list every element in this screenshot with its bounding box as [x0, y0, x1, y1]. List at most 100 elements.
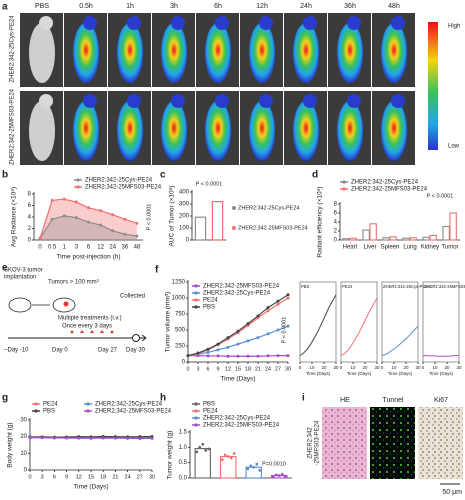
row-label: ZHER2:342-25Cys-PE24 — [10, 15, 16, 83]
scale-bar-label: 50 μm — [442, 489, 462, 496]
series-point — [50, 217, 54, 221]
y-tick-label: 0 — [24, 468, 28, 474]
mini-x-tick-label: 20 — [444, 365, 450, 370]
y-tick-label: 2 — [334, 229, 338, 235]
legend-marker — [76, 185, 80, 189]
ki67-image — [418, 407, 463, 479]
mouse-head — [171, 16, 185, 30]
legend-marker — [86, 402, 90, 406]
legend-label: PBS — [203, 305, 215, 311]
annotation: P < 0.0001 — [427, 193, 454, 199]
series-point — [216, 348, 220, 352]
x-tick-label: Liver — [363, 245, 376, 251]
x-tick-label: Tumor — [441, 245, 458, 251]
legend-label: PE24 — [203, 298, 218, 304]
y-axis-label: Body weight (g) — [7, 422, 14, 467]
data-point — [223, 453, 227, 457]
mouse — [117, 23, 143, 83]
x-tick-label: 6 — [87, 245, 91, 251]
series-point — [226, 336, 230, 340]
series-point — [138, 437, 142, 440]
mini-x-tick-label: 0 — [299, 365, 302, 370]
legend-label: PBS — [43, 409, 55, 415]
mini-title: PE24 — [342, 284, 353, 289]
series-point — [206, 350, 210, 354]
color-scale — [428, 22, 438, 150]
x-tick-label: 15 — [88, 474, 94, 480]
implant-label: implantation — [4, 275, 36, 281]
x-tick-label: 12 — [97, 245, 104, 251]
legend-label: ZHER2:342-25Cys-PE24 — [203, 416, 271, 422]
mouse-head — [347, 16, 361, 30]
series-point — [286, 296, 290, 300]
series-point — [101, 436, 105, 440]
mini-x-tick-label: 10 — [309, 365, 315, 370]
x-tick-label: 24 — [265, 366, 271, 372]
series-point — [89, 436, 93, 440]
day-label: Day 27 — [98, 348, 118, 354]
mini-line — [299, 294, 337, 357]
series-point — [226, 345, 230, 349]
legend-label: ZHER2:342-25MFS03-PE24 — [351, 187, 428, 193]
y-tick-label: 6 — [28, 203, 32, 209]
annotation: P < 0.0001 — [196, 181, 223, 187]
series-point — [99, 223, 103, 227]
series-point — [276, 299, 280, 303]
x-tick-label: 30 — [285, 366, 291, 372]
x-tick-label: 9 — [65, 474, 68, 480]
series-point — [276, 302, 280, 306]
mini-title: PBS — [301, 284, 310, 289]
legend-marker — [86, 409, 90, 413]
annotation: P=0.0010 — [262, 461, 286, 467]
data-point — [207, 447, 211, 451]
series-point — [286, 354, 290, 358]
mouse-head — [39, 16, 53, 30]
collect-marker — [132, 334, 140, 342]
x-tick-label: 48 — [134, 245, 141, 251]
y-tick-label: 1250 — [172, 280, 186, 286]
mouse — [205, 23, 231, 83]
y-tick-label: 0 — [186, 238, 190, 244]
legend-label: ZHER2:342-25Cys-PE24 — [203, 291, 271, 297]
series-point — [123, 232, 127, 236]
legend-marker — [232, 206, 236, 210]
day-label: Day 30 — [126, 348, 146, 354]
time-label: 3h — [170, 3, 178, 10]
series-point — [111, 213, 115, 217]
series-point — [62, 197, 66, 201]
x-tick-label: 27 — [137, 474, 143, 480]
scale-high: High — [448, 24, 460, 30]
mini-x-label: Time (Days) — [306, 371, 331, 376]
x-tick-label: 18 — [100, 474, 106, 480]
x-tick-label: 3 — [196, 366, 199, 372]
data-point — [258, 468, 262, 472]
mouse — [29, 23, 55, 83]
legend-marker — [194, 291, 198, 295]
y-tick-label: 8 — [334, 202, 338, 208]
legend-marker — [34, 409, 38, 413]
mouse — [249, 23, 275, 83]
series-point — [206, 354, 210, 358]
series-point — [286, 293, 290, 297]
mouse — [337, 101, 363, 161]
data-point — [198, 445, 202, 449]
legend-marker — [194, 409, 198, 413]
panel-e: e SKOV-3 tumor implantation Tumors > 100… — [2, 263, 147, 354]
x-tick-label: 3 — [75, 245, 79, 251]
data-point — [274, 473, 278, 477]
y-tick-label: 200 — [179, 214, 190, 220]
mouse-head — [127, 16, 141, 30]
mouse — [337, 23, 363, 83]
data-point — [280, 472, 284, 476]
bar — [409, 237, 417, 241]
series-point — [246, 354, 250, 358]
mini-line — [340, 297, 378, 357]
timeline — [8, 334, 147, 342]
data-point — [249, 464, 253, 468]
x-tick-label: 27 — [275, 366, 281, 372]
series-point — [236, 354, 240, 358]
x-tick-label: 0 — [28, 474, 31, 480]
series-point — [266, 309, 270, 313]
data-point — [201, 442, 205, 446]
mini-line — [381, 325, 419, 357]
